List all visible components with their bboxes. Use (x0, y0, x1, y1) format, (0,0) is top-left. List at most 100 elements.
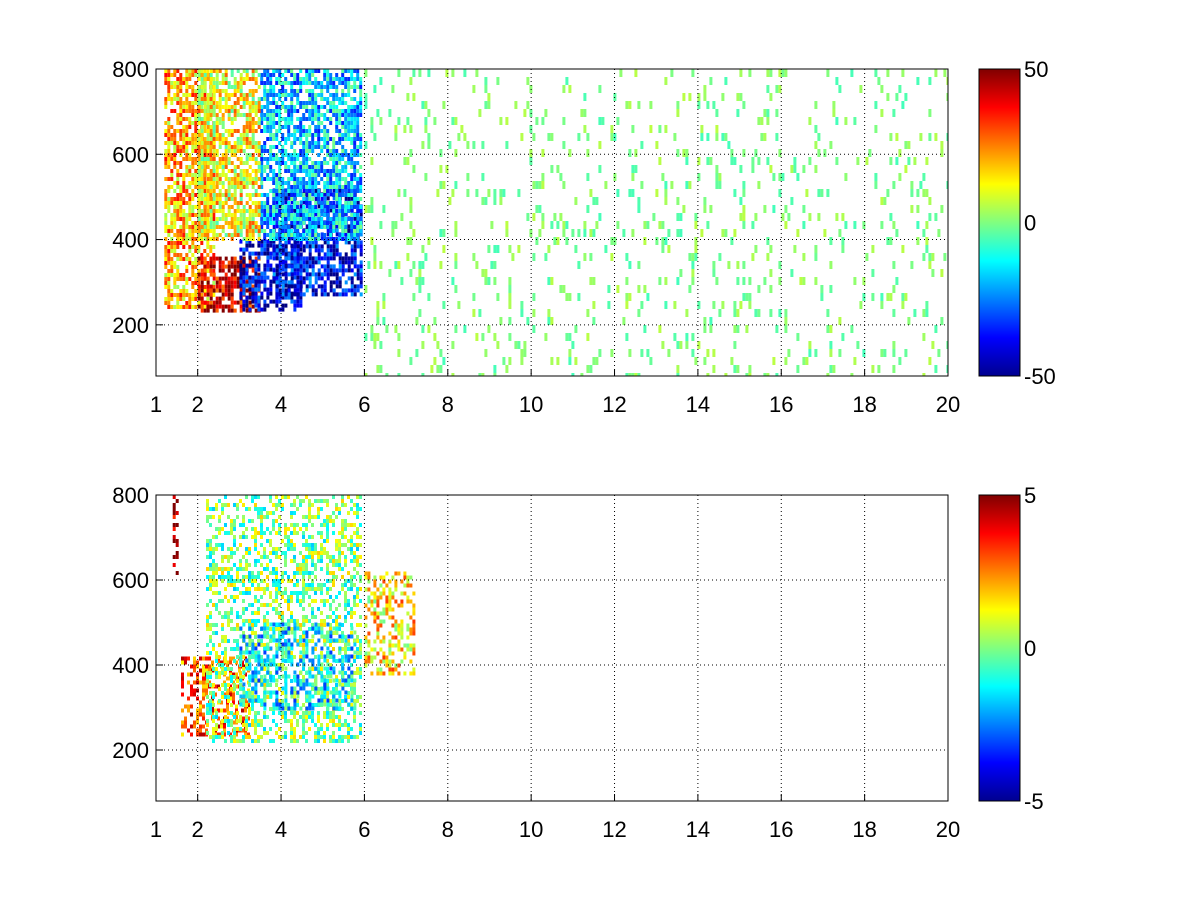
heatmap-cell (332, 292, 336, 297)
heatmap-cell (224, 683, 227, 687)
heatmap-cell (293, 177, 297, 181)
heatmap-cell (263, 209, 267, 213)
heatmap-cell (353, 109, 357, 113)
heatmap-cell (206, 619, 209, 623)
heatmap-cell (356, 101, 360, 105)
heatmap-cell (182, 273, 186, 277)
heatmap-cell (194, 173, 198, 177)
heatmap-cell (251, 623, 254, 627)
heatmap-cell (338, 77, 342, 81)
heatmap-cell (350, 173, 354, 177)
heatmap-cell (248, 283, 252, 288)
heatmap-cell (167, 229, 171, 233)
heatmap-cell (412, 93, 416, 101)
heatmap-cell (287, 165, 291, 169)
heatmap-cell (170, 293, 174, 297)
heatmap-cell (242, 303, 246, 308)
heatmap-cell (188, 205, 192, 209)
heatmap-cell (379, 221, 383, 229)
heatmap-cell (418, 269, 422, 277)
heatmap-cell (194, 297, 198, 301)
heatmap-cell (167, 129, 171, 133)
heatmap-cell (239, 173, 243, 177)
heatmap-cell (215, 547, 218, 551)
heatmap-cell (221, 731, 224, 735)
heatmap-cell (314, 212, 318, 217)
heatmap-cell (356, 200, 360, 205)
heatmap-cell (224, 217, 228, 221)
heatmap-cell (233, 523, 236, 527)
heatmap-cell (329, 101, 333, 105)
heatmap-cell (637, 197, 641, 205)
heatmap-cell (451, 69, 455, 77)
heatmap-cell (275, 216, 279, 221)
heatmap-cell (353, 229, 357, 233)
heatmap-cell (215, 137, 219, 141)
heatmap-cell (344, 181, 348, 185)
heatmap-cell (293, 161, 297, 165)
colorbar-gradient-top (978, 68, 1021, 377)
heatmap-cell (191, 161, 195, 165)
heatmap-cell (314, 240, 318, 245)
heatmap-cell (308, 197, 312, 201)
heatmap-cell (269, 125, 273, 129)
heatmap-cell (254, 275, 258, 280)
heatmap-cell (175, 571, 179, 575)
heatmap-cell (239, 283, 243, 288)
heatmap-cell (311, 260, 315, 265)
heatmap-cell (209, 209, 213, 213)
heatmap-cell (314, 77, 318, 81)
heatmap-cell (215, 233, 219, 237)
heatmap-cell (182, 117, 186, 121)
heatmap-cell (203, 89, 207, 93)
heatmap-cell (784, 309, 788, 317)
heatmap-cell (323, 237, 327, 241)
heatmap-cell (212, 173, 216, 177)
heatmap-cell (217, 684, 220, 689)
heatmap-cell (188, 117, 192, 121)
heatmap-cell (892, 261, 896, 269)
heatmap-cell (275, 137, 279, 141)
heatmap-cell (236, 97, 240, 101)
heatmap-cell (308, 97, 312, 101)
heatmap-cell (311, 121, 315, 125)
heatmap-cell (173, 205, 177, 209)
heatmap-cell (179, 113, 183, 117)
heatmap-cell (784, 325, 788, 333)
heatmap-cell (592, 317, 596, 325)
heatmap-cell (353, 264, 357, 269)
heatmap-cell (293, 149, 297, 153)
heatmap-cell (206, 165, 210, 169)
heatmap-cell (344, 240, 348, 245)
heatmap-cell (242, 515, 245, 519)
heatmap-cell (230, 647, 233, 651)
heatmap-cell (223, 728, 226, 733)
heatmap-cell (257, 85, 261, 89)
heatmap-cell (317, 69, 321, 73)
heatmap-cell (181, 672, 184, 677)
heatmap-cell (308, 252, 312, 257)
heatmap-cell (254, 259, 258, 264)
heatmap-cell (326, 256, 330, 261)
heatmap-cell (230, 555, 233, 559)
heatmap-cell (379, 365, 383, 373)
heatmap-cell (188, 297, 192, 301)
heatmap-cell (226, 664, 229, 669)
heatmap-cell (376, 301, 380, 309)
heatmap-cell (329, 233, 333, 237)
heatmap-cell (212, 101, 216, 105)
heatmap-cell (254, 121, 258, 125)
colorbar-tick-label: 50 (1024, 57, 1048, 82)
heatmap-cell (688, 253, 692, 261)
heatmap-cell (454, 261, 458, 269)
heatmap-cell (185, 185, 189, 189)
heatmap-cell (218, 663, 221, 667)
heatmap-cell (305, 161, 309, 165)
heatmap-cell (338, 284, 342, 289)
heatmap-cell (287, 93, 291, 97)
heatmap-cell (203, 69, 207, 73)
heatmap-cell (332, 77, 336, 81)
heatmap-cell (197, 197, 201, 201)
heatmap-cell (356, 240, 360, 245)
heatmap-cell (212, 575, 215, 579)
